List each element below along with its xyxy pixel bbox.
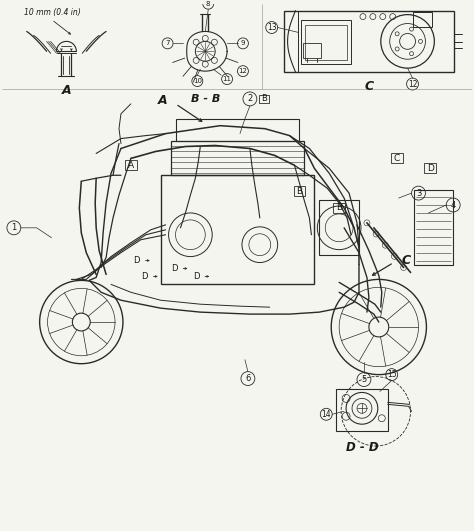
Bar: [259, 95, 269, 103]
Bar: [336, 389, 388, 431]
Text: A: A: [158, 95, 167, 107]
Text: 8: 8: [206, 1, 210, 7]
Bar: [171, 141, 304, 175]
Text: 4: 4: [451, 201, 456, 210]
Bar: [161, 175, 314, 285]
Text: 9: 9: [241, 40, 245, 46]
Text: D: D: [171, 264, 178, 273]
Text: B: B: [336, 203, 342, 212]
Text: 5: 5: [361, 375, 366, 384]
Text: B: B: [296, 186, 302, 195]
Text: 14: 14: [321, 410, 331, 419]
Text: 2: 2: [247, 95, 253, 104]
Text: B - B: B - B: [191, 94, 220, 104]
Text: 10: 10: [193, 78, 202, 84]
Text: 11: 11: [223, 76, 232, 82]
Text: D: D: [193, 272, 200, 281]
Text: 12: 12: [408, 80, 417, 89]
Text: B: B: [261, 95, 267, 104]
Bar: [303, 44, 321, 58]
Text: C: C: [365, 80, 374, 92]
Bar: [305, 24, 347, 60]
Text: A: A: [62, 84, 71, 98]
Text: D - D: D - D: [346, 441, 378, 455]
Text: D: D: [142, 272, 148, 281]
Bar: [125, 160, 137, 170]
Text: C: C: [402, 254, 411, 267]
Bar: [424, 164, 437, 173]
Bar: [301, 20, 351, 64]
Bar: [293, 186, 305, 196]
Bar: [412, 12, 432, 28]
Text: 3: 3: [416, 189, 421, 198]
Text: 6: 6: [245, 374, 251, 383]
Bar: [413, 190, 453, 264]
Text: 10 mm (0.4 in): 10 mm (0.4 in): [24, 7, 81, 16]
Bar: [283, 11, 454, 72]
Text: 7: 7: [165, 40, 170, 46]
Bar: [333, 203, 345, 213]
Bar: [319, 200, 359, 254]
Text: 13: 13: [267, 23, 276, 32]
Text: 1: 1: [11, 224, 17, 233]
Text: C: C: [393, 154, 400, 163]
Text: D: D: [134, 256, 140, 265]
Text: 12: 12: [238, 68, 247, 74]
Bar: [175, 119, 300, 141]
Text: A: A: [128, 161, 134, 170]
Text: D: D: [427, 164, 434, 173]
Bar: [391, 153, 402, 164]
Text: 15: 15: [387, 370, 397, 379]
